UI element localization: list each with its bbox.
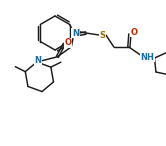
Text: N: N [34, 56, 41, 65]
Text: N: N [72, 28, 79, 37]
Text: N: N [72, 29, 79, 38]
Text: O: O [130, 28, 137, 37]
Text: S: S [99, 31, 105, 40]
Text: O: O [65, 38, 72, 47]
Text: NH: NH [140, 53, 154, 61]
